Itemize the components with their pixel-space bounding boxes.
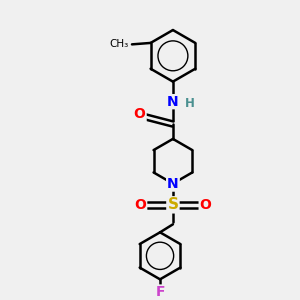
Text: O: O [200,198,211,212]
Text: F: F [155,286,165,299]
Text: O: O [134,107,146,121]
Text: N: N [167,177,179,190]
Text: N: N [167,95,179,109]
Text: O: O [134,198,146,212]
Text: H: H [185,97,195,110]
Text: S: S [167,197,178,212]
Text: CH₃: CH₃ [110,39,129,50]
